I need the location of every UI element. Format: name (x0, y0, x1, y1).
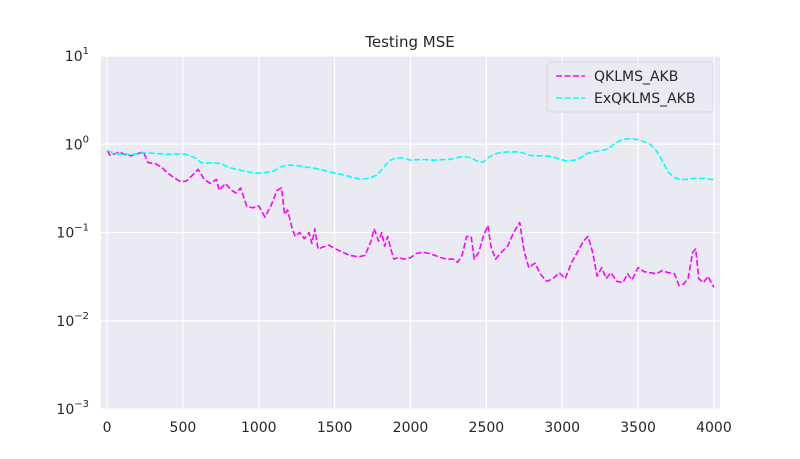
legend-label: QKLMS_AKB (594, 69, 678, 85)
x-tick-label: 2000 (393, 420, 429, 436)
series-line-qklms-akb (106, 150, 715, 288)
chart-title: Testing MSE (364, 33, 454, 51)
x-tick-label: 0 (103, 420, 112, 436)
y-tick-label: 101 (65, 46, 89, 65)
y-tick-label: 10−2 (56, 311, 89, 330)
x-axis: 0 500 1000 1500 2000 2500 3000 3500 4000 (103, 420, 732, 436)
y-tick-label: 10−1 (56, 223, 89, 242)
legend: QKLMS_AKB ExQKLMS_AKB (546, 61, 714, 113)
y-tick-label: 100 (65, 134, 89, 153)
y-axis: 101 100 10−1 10−2 10−3 (56, 46, 89, 418)
x-tick-label: 1500 (317, 420, 353, 436)
legend-label: ExQKLMS_AKB (594, 91, 695, 107)
y-tick-label: 10−3 (56, 399, 89, 418)
series-layer (106, 137, 715, 288)
x-tick-label: 3500 (620, 420, 656, 436)
grid-lines (101, 55, 720, 410)
x-tick-label: 3000 (544, 420, 580, 436)
series-line-exqklms-akb (106, 137, 714, 181)
legend-box (546, 61, 714, 113)
x-tick-label: 1000 (241, 420, 277, 436)
x-tick-label: 4000 (696, 420, 732, 436)
x-tick-label: 2500 (469, 420, 505, 436)
x-tick-label: 500 (170, 420, 197, 436)
